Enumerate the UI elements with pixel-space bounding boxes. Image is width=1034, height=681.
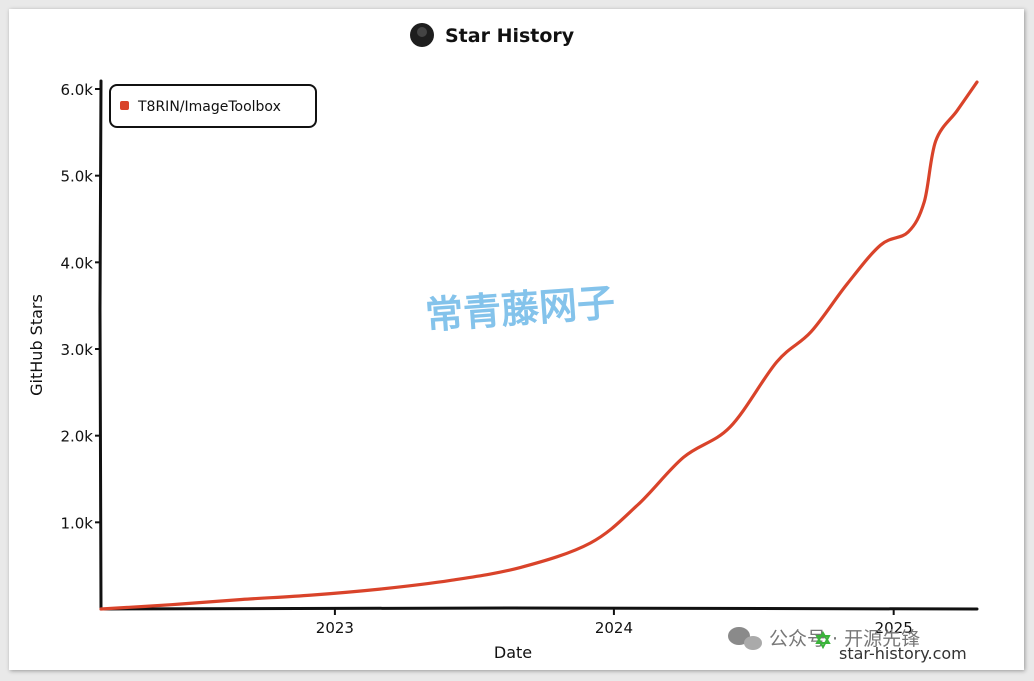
watermark-text: 常青藤网子 — [424, 280, 617, 337]
avatar-face — [417, 27, 427, 37]
x-axis-line — [99, 606, 979, 611]
wechat-credit: 公众号 · 开源先锋 — [728, 627, 920, 650]
series-line-t8rin-imagetoolbox — [99, 80, 979, 611]
y-axis-line — [98, 79, 103, 611]
x-tick-label: 2023 — [316, 619, 354, 637]
star-history-logo-icon — [815, 631, 831, 650]
chart-title: Star History — [445, 25, 575, 47]
x-axis-ticks: 2023 2024 2025 — [316, 609, 913, 637]
chart-card: Star History 1.0k 2.0k 3.0k 4.0k 5.0k 6.0k 20… — [9, 9, 1024, 670]
star-history-chart: Star History 1.0k 2.0k 3.0k 4.0k 5.0k 6.0k 20… — [27, 23, 979, 663]
y-tick-label: 1.0k — [60, 514, 93, 532]
wechat-icon-bubble — [744, 636, 762, 650]
y-axis-title: GitHub Stars — [27, 294, 46, 396]
x-axis-title: Date — [494, 643, 532, 662]
site-credit[interactable]: star-history.com — [815, 631, 967, 663]
wechat-account-label: 公众号 · 开源先锋 — [769, 628, 920, 650]
y-tick-label: 3.0k — [60, 341, 93, 359]
y-tick-label: 4.0k — [60, 254, 93, 272]
y-axis-ticks: 1.0k 2.0k 3.0k 4.0k 5.0k 6.0k — [60, 81, 101, 532]
legend-box — [109, 84, 317, 128]
y-tick-label: 6.0k — [60, 81, 93, 99]
y-tick-label: 5.0k — [60, 168, 93, 186]
legend-label: T8RIN/ImageToolbox — [137, 99, 281, 115]
chart-title-group: Star History — [410, 23, 575, 47]
x-tick-label: 2025 — [875, 619, 913, 637]
site-link[interactable]: star-history.com — [839, 644, 967, 663]
chart-legend[interactable]: T8RIN/ImageToolbox — [109, 84, 317, 128]
y-tick-label: 2.0k — [60, 428, 93, 446]
wechat-icon — [728, 627, 750, 645]
legend-swatch — [120, 101, 129, 110]
x-tick-label: 2024 — [595, 619, 633, 637]
